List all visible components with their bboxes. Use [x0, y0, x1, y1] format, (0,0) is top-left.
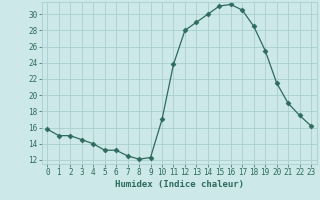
X-axis label: Humidex (Indice chaleur): Humidex (Indice chaleur) — [115, 180, 244, 189]
